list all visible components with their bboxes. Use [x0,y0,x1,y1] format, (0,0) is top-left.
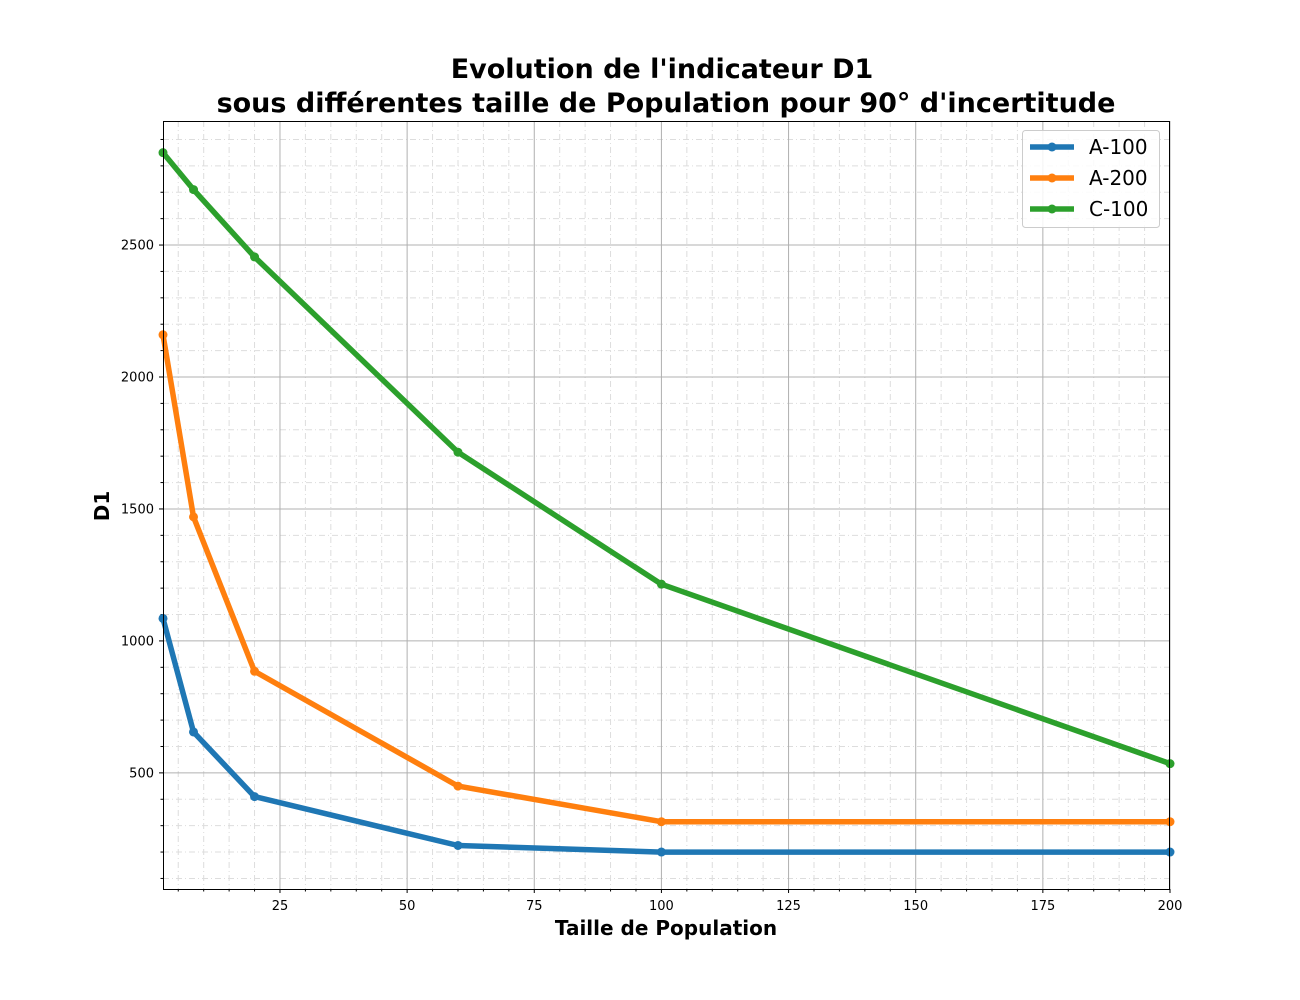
x-tick-label: 50 [399,899,416,914]
y-tick-label: 500 [129,766,154,781]
data-point-a-100 [250,792,260,802]
legend-marker-a-200 [1047,173,1057,183]
x-tick-label: 175 [1030,899,1055,914]
axis-ticks: 25 50 75 100 125 150 175 200 500 1000 1500 2000 2500 [121,138,1183,914]
series-line-a-200 [160,332,1173,825]
chart-title-line-2: sous différentes taille de Population po… [217,88,1116,119]
data-point-a-200 [656,817,666,827]
series-line-c-100 [160,149,1173,767]
chart-title-line-1: Evolution de l'indicateur D1 [451,54,874,85]
y-tick-label: 1500 [121,502,154,517]
x-tick-label: 75 [526,899,543,914]
y-tick-label: 2500 [121,239,154,254]
legend-label-c-100: C-100 [1089,197,1148,221]
y-tick-label: 2000 [121,371,154,386]
grid [163,121,1171,889]
legend: A-100 A-200 C-100 [1022,130,1160,228]
x-tick-label: 150 [903,899,928,914]
y-axis-label: D1 [90,491,114,522]
data-point-c-100 [656,579,666,589]
data-point-c-100 [189,185,199,195]
legend-marker-c-100 [1047,204,1057,214]
legend-label-a-200: A-200 [1089,166,1148,190]
x-tick-label: 200 [1158,899,1183,914]
series-line-a-100 [160,615,1173,855]
data-point-a-100 [189,727,199,737]
data-point-c-100 [250,252,260,262]
plot-frame [163,121,1170,890]
x-tick-label: 100 [649,899,674,914]
legend-box [1022,130,1160,228]
legend-label-a-100: A-100 [1089,135,1148,159]
data-point-a-200 [189,512,199,522]
x-axis-label: Taille de Population [555,916,777,940]
legend-marker-a-100 [1047,142,1057,152]
data-point-a-200 [453,781,463,791]
x-tick-label: 25 [272,899,289,914]
data-point-c-100 [453,447,463,457]
data-point-a-100 [656,847,666,857]
data-point-a-200 [250,666,260,676]
data-point-a-100 [453,840,463,850]
x-tick-label: 125 [776,899,801,914]
y-tick-label: 1000 [121,634,154,649]
